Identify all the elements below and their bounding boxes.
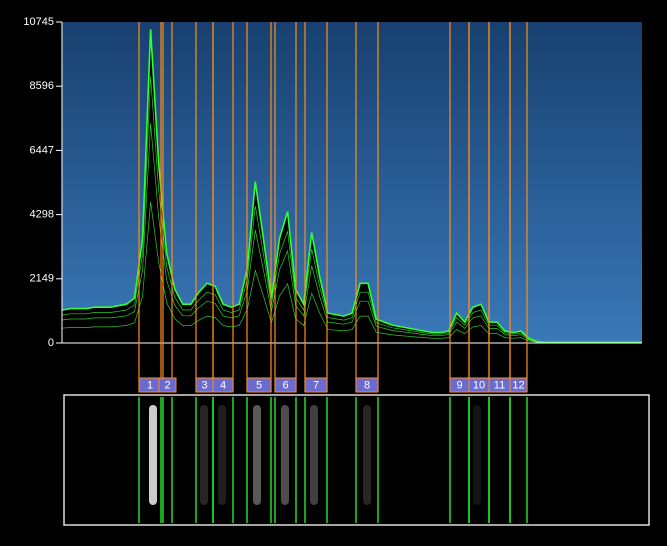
lane-label-box[interactable]	[355, 377, 379, 393]
gel-band	[200, 405, 208, 505]
lane-label: 2	[164, 379, 170, 391]
lane-label: 4	[220, 379, 226, 391]
gel-band	[310, 405, 318, 505]
lane-label: 11	[494, 379, 505, 391]
y-tick-label: 4298	[30, 209, 54, 221]
lane-label: 9	[456, 379, 462, 391]
profile-line	[61, 29, 642, 344]
lane-label: 6	[282, 379, 288, 391]
lane-label-box[interactable]	[274, 377, 297, 393]
lane-label-box[interactable]	[212, 377, 234, 393]
gel-band	[149, 405, 157, 505]
profile-background	[62, 29, 642, 344]
gel-band	[218, 405, 226, 505]
lane-label: 7	[313, 379, 319, 391]
lane-label-box[interactable]	[246, 377, 272, 393]
y-tick-label: 10745	[23, 16, 54, 28]
gel-band	[253, 405, 261, 505]
lane-label: 10	[473, 379, 485, 391]
lane-label-box[interactable]	[158, 377, 177, 393]
y-tick-label: 8596	[30, 80, 54, 92]
lane-label-box[interactable]	[304, 377, 328, 393]
y-tick-label: 6447	[30, 144, 54, 156]
gel-band	[473, 405, 481, 505]
lane-label: 12	[512, 379, 524, 391]
y-tick-label: 2149	[30, 273, 54, 285]
gel-band	[281, 405, 289, 505]
lane-label-box[interactable]	[509, 377, 528, 393]
lane-label: 1	[147, 379, 153, 391]
y-tick-label: 0	[48, 337, 54, 349]
gel-band	[363, 405, 371, 505]
lane-label: 8	[364, 379, 370, 391]
lane-label: 5	[256, 379, 262, 391]
lane-label: 3	[201, 379, 207, 391]
